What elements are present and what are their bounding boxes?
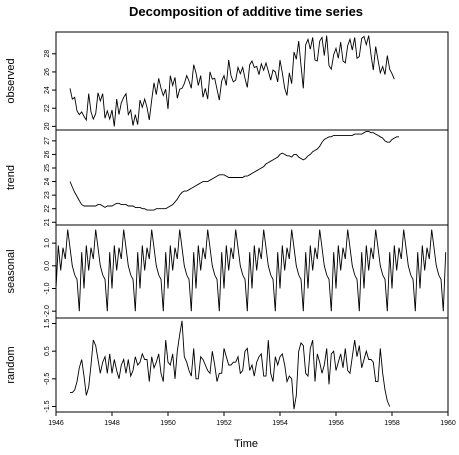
x-tick-label: 1946 [48, 420, 64, 427]
random-y-axis-label: random [5, 346, 17, 383]
panel-random: -1.5 -0.5 0.5 1.5 random [5, 317, 449, 413]
random-y-tick-label: -1.5 [44, 400, 51, 412]
random-y-tick-label: 0.5 [44, 346, 51, 356]
seasonal-y-tick-label: 0.0 [44, 261, 51, 271]
x-tick-label: 1952 [216, 420, 232, 427]
x-tick-label: 1954 [272, 420, 288, 427]
panels: 20 22 24 26 28 observed 21 22 23 24 25 26 27 trend -2.… [5, 31, 449, 413]
x-tick-label: 1960 [440, 420, 456, 427]
seasonal-y-tick-label: -1.0 [44, 282, 51, 294]
trend-y-tick-label: 21 [44, 218, 51, 226]
trend-y-tick-label: 22 [44, 205, 51, 213]
random-series-line [70, 320, 391, 410]
x-tick-label: 1950 [160, 420, 176, 427]
seasonal-series-line [55, 229, 447, 312]
panel-observed: 20 22 24 26 28 observed [5, 31, 449, 131]
trend-y-tick-label: 26 [44, 150, 51, 158]
observed-frame [55, 31, 449, 131]
seasonal-y-axis-label: seasonal [5, 249, 17, 293]
seasonal-y-tick-label: -2.0 [44, 305, 51, 317]
x-axis-label: Time [234, 438, 258, 450]
observed-y-tick-label: 24 [44, 86, 51, 94]
x-tick-label: 1958 [384, 420, 400, 427]
trend-series-line [69, 130, 399, 211]
observed-y-tick-label: 26 [44, 68, 51, 76]
observed-y-tick-label: 22 [44, 104, 51, 112]
random-y-tick-label: -0.5 [44, 373, 51, 385]
trend-y-tick-label: 23 [44, 191, 51, 199]
random-y-tick-label: 1.5 [44, 319, 51, 329]
panel-trend: 21 22 23 24 25 26 27 trend [5, 129, 449, 226]
panel-seasonal: -2.0 -1.0 0.0 1.0 seasonal [5, 224, 449, 319]
x-tick-label: 1948 [104, 420, 120, 427]
x-tick-label: 1956 [328, 420, 344, 427]
observed-y-tick-label: 28 [44, 50, 51, 58]
random-frame [55, 317, 449, 413]
observed-series-line [69, 35, 395, 127]
trend-y-tick-label: 24 [44, 178, 51, 186]
trend-y-tick-label: 25 [44, 164, 51, 172]
trend-y-tick-label: 27 [44, 137, 51, 145]
seasonal-y-tick-label: 1.0 [44, 238, 51, 248]
trend-y-axis-label: trend [5, 165, 17, 190]
observed-y-axis-label: observed [5, 58, 17, 103]
observed-y-tick-label: 20 [44, 122, 51, 130]
trend-frame [55, 129, 449, 226]
chart-title: Decomposition of additive time series [129, 4, 363, 19]
x-axis: 1946 1948 1950 1952 1954 1956 1958 1960 [48, 412, 456, 427]
